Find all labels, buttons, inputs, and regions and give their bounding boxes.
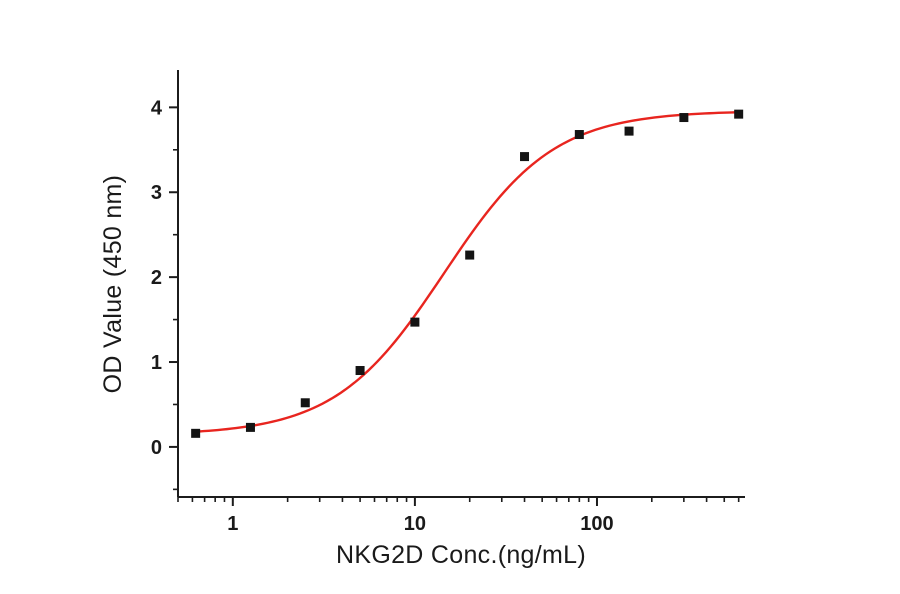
data-point	[734, 109, 744, 119]
data-point	[245, 422, 255, 432]
x-tick-label: 1	[227, 513, 238, 535]
data-point	[300, 398, 310, 408]
x-tick-label: 100	[580, 513, 613, 535]
y-tick-label: 4	[151, 97, 163, 119]
data-point	[191, 428, 201, 438]
y-tick-label: 0	[151, 437, 162, 459]
data-point	[410, 317, 420, 327]
data-point	[679, 113, 689, 123]
y-tick-label: 2	[151, 267, 162, 289]
data-point	[624, 126, 634, 136]
fit-curve	[193, 110, 743, 433]
x-tick-label: 10	[404, 513, 426, 535]
data-point	[574, 130, 584, 140]
data-point	[520, 152, 530, 162]
y-tick-label: 3	[151, 182, 162, 204]
y-axis-title: OD Value (450 nm)	[99, 175, 127, 394]
y-tick-label: 1	[151, 352, 162, 374]
x-axis-title: NKG2D Conc.(ng/mL)	[336, 541, 586, 569]
plot-area: 0 1 2 3 4 1 10 100	[151, 70, 745, 535]
data-point	[355, 366, 365, 376]
data-point	[465, 250, 475, 260]
